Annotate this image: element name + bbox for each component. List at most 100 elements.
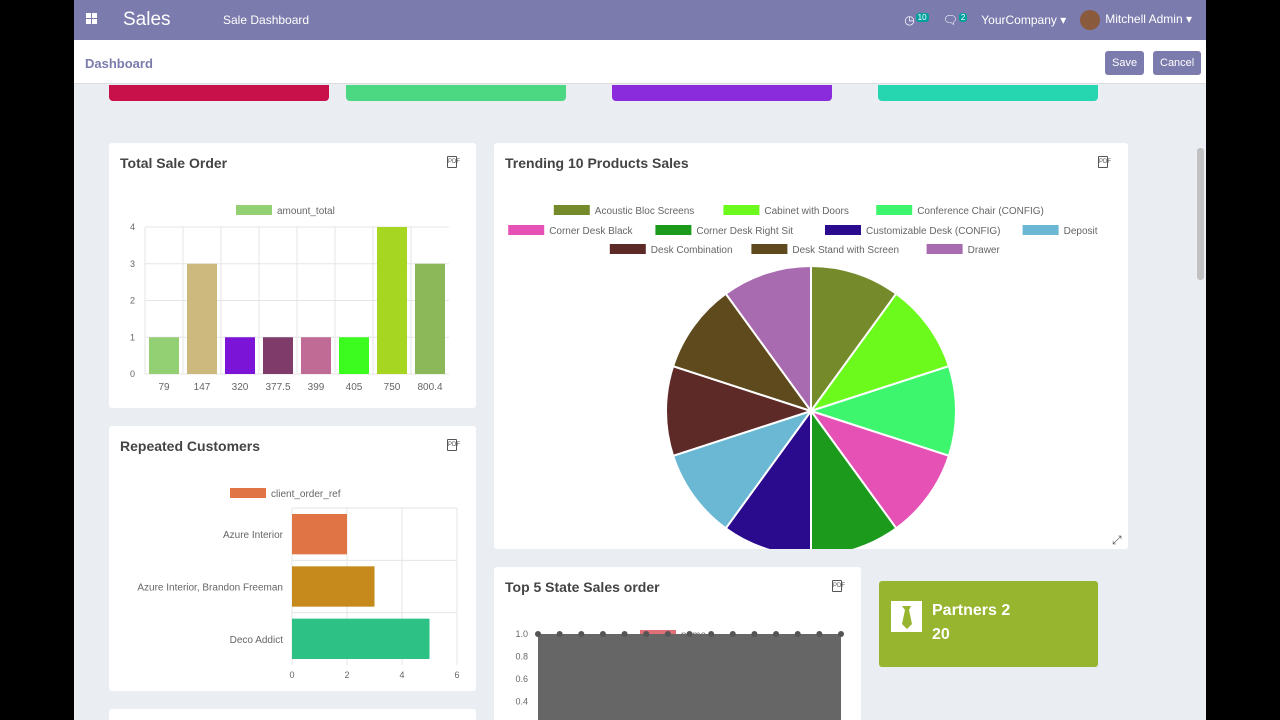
bar — [301, 337, 331, 374]
card-title: Trending 10 Products Sales — [505, 155, 689, 171]
user-name: Mitchell Admin — [1105, 12, 1183, 27]
repeated-customers-card: Repeated Customers PDF client_order_ref 0… — [109, 426, 476, 691]
legend-label: Acoustic Bloc Screens — [595, 206, 695, 217]
legend-label: Corner Desk Right Sit — [696, 226, 793, 237]
legend-label: Cabinet with Doors — [764, 206, 848, 217]
data-point — [621, 631, 628, 637]
user-menu[interactable]: Mitchell Admin ▾ — [1080, 10, 1192, 30]
legend-label: Desk Stand with Screen — [792, 245, 899, 256]
apps-menu-icon[interactable] — [86, 13, 97, 24]
cancel-button[interactable]: Cancel — [1153, 51, 1202, 75]
legend-label: amount_total — [277, 206, 335, 217]
bar — [149, 337, 179, 374]
trending-pie-chart: Acoustic Bloc Screens Cabinet with Doors C… — [508, 205, 1098, 549]
data-point — [599, 631, 606, 637]
pdf-export-icon[interactable]: PDF — [447, 156, 460, 168]
resize-handle-icon[interactable]: ⤢ — [1112, 533, 1122, 547]
pie-slice — [665, 364, 815, 458]
legend-swatch — [1022, 225, 1059, 235]
control-panel: Dashboard Save Cancel — [74, 40, 1206, 84]
legend-label: Deposit — [1064, 226, 1098, 237]
legend-label: Corner Desk Black — [549, 226, 633, 237]
y-tick-label: 4 — [130, 222, 135, 232]
data-point — [535, 631, 541, 637]
x-tick-label: 750 — [384, 382, 401, 393]
pdf-export-icon[interactable]: PDF — [1098, 156, 1111, 168]
y-tick-label: Azure Interior, Brandon Freeman — [137, 583, 283, 594]
menu-sale-dashboard[interactable]: Sale Dashboard — [223, 13, 310, 27]
y-tick-label: 0 — [130, 369, 135, 379]
top-state-card: Top 5 State Sales order PDF name1.00.80.… — [494, 567, 861, 720]
y-tick-label: 0.6 — [515, 674, 528, 684]
pie-slice — [810, 407, 898, 549]
legend-swatch — [236, 205, 272, 215]
x-tick-label: 79 — [158, 382, 170, 393]
x-tick-label: 405 — [346, 382, 363, 393]
y-tick-label: 0.4 — [515, 697, 528, 707]
save-button[interactable]: Save — [1105, 51, 1145, 75]
next-card — [109, 709, 476, 720]
x-tick-label: 2 — [344, 670, 349, 680]
card-title: Total Sale Order — [120, 155, 228, 171]
scrollbar-thumb[interactable] — [1197, 148, 1204, 280]
x-tick-label: 6 — [454, 670, 459, 680]
pdf-export-icon[interactable]: PDF — [832, 580, 845, 592]
message-count: 2 — [958, 13, 968, 22]
bar — [225, 337, 255, 374]
y-tick-label: 3 — [130, 259, 135, 269]
bar — [339, 337, 369, 374]
kpi-tile[interactable] — [346, 85, 566, 101]
kpi-tile[interactable] — [612, 85, 832, 101]
data-point — [643, 631, 650, 637]
legend-swatch — [655, 225, 692, 235]
legend-swatch — [723, 205, 760, 215]
caret-down-icon: ▾ — [1060, 13, 1067, 27]
kpi-tile[interactable] — [109, 85, 329, 101]
clock-icon: ◷ — [904, 13, 915, 27]
pie-slice — [724, 407, 812, 549]
y-tick-label: 1.0 — [515, 629, 528, 639]
legend-swatch — [876, 205, 913, 215]
app-window: Sales Sale Dashboard ◷ 10 🗨 2 YourCompany … — [74, 0, 1206, 720]
messages-button[interactable]: 🗨 2 — [943, 13, 968, 27]
avatar — [1080, 10, 1101, 30]
bar — [187, 263, 217, 374]
legend-swatch — [553, 205, 590, 215]
data-point — [664, 631, 671, 637]
pdf-export-icon[interactable]: PDF — [447, 439, 460, 451]
tie-icon — [891, 601, 922, 632]
y-tick-label: 0.8 — [515, 652, 528, 662]
data-point — [686, 631, 693, 637]
chat-icon: 🗨 — [942, 13, 958, 27]
pie-slice — [808, 292, 951, 413]
partners-tile[interactable]: Partners 2 20 — [879, 581, 1098, 667]
breadcrumb-title: Dashboard — [85, 56, 153, 71]
bar — [292, 514, 347, 555]
partners-value: 20 — [932, 626, 950, 643]
activity-count: 10 — [915, 13, 929, 22]
company-switcher[interactable]: YourCompany ▾ — [981, 13, 1066, 27]
area-fill — [538, 634, 841, 720]
data-point — [751, 631, 758, 637]
legend-label: Desk Combination — [651, 245, 733, 256]
pie-slice — [724, 264, 812, 415]
data-point — [729, 631, 736, 637]
partners-label: Partners 2 — [932, 602, 1011, 619]
activity-button[interactable]: ◷ 10 — [904, 13, 929, 27]
legend-swatch — [825, 225, 861, 235]
y-tick-label: 1 — [130, 332, 135, 342]
x-tick-label: 0 — [289, 670, 294, 680]
data-point — [708, 631, 715, 637]
total-sale-order-card: Total Sale Order PDF amount_total 0 1 2 3 4 79… — [109, 143, 476, 408]
top-navbar: Sales Sale Dashboard ◷ 10 🗨 2 YourCompany … — [74, 0, 1206, 40]
x-tick-label: 377.5 — [265, 382, 290, 393]
dashboard-content: Total Sale Order PDF amount_total 0 1 2 3 4 79… — [74, 85, 1194, 720]
kpi-tile[interactable] — [878, 85, 1098, 101]
bar — [415, 263, 445, 374]
scrollbar[interactable] — [1194, 85, 1206, 720]
pie-slice — [671, 292, 814, 413]
pie-slice — [810, 264, 898, 415]
top-state-area-chart: name1.00.80.60.4 — [515, 629, 844, 720]
app-name[interactable]: Sales — [123, 9, 171, 30]
bar — [263, 337, 293, 374]
